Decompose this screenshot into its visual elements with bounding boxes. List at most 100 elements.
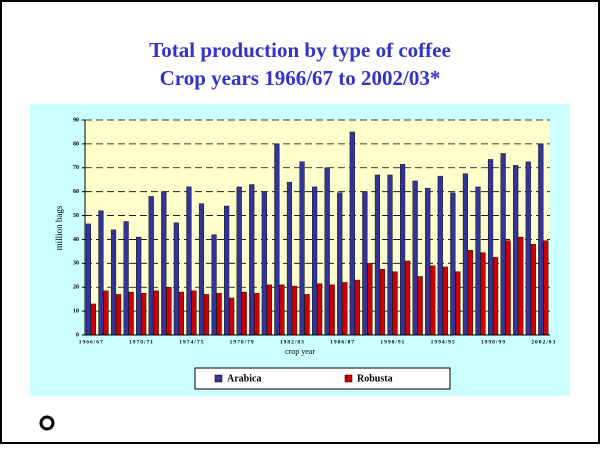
bar — [291, 285, 298, 336]
y-tick-label: 70 — [73, 165, 79, 171]
x-tick-label: 1986/87 — [330, 339, 355, 345]
x-tick-label: 1982/83 — [280, 339, 305, 345]
bar — [186, 186, 192, 336]
bar — [354, 279, 360, 336]
bar — [90, 303, 97, 336]
bar — [254, 292, 260, 336]
bar — [492, 257, 499, 336]
bar — [342, 282, 348, 336]
bar — [500, 153, 506, 336]
bar — [279, 284, 285, 336]
bar — [324, 167, 330, 336]
bar — [487, 159, 494, 336]
bar — [405, 260, 411, 336]
bar — [399, 163, 406, 336]
bar — [513, 165, 519, 336]
bar — [312, 186, 318, 336]
bar — [450, 192, 456, 336]
legend-label: Arabica — [227, 373, 261, 384]
bar — [442, 266, 448, 336]
bar — [362, 191, 368, 336]
y-axis-label: million bags — [54, 205, 64, 250]
bar — [161, 191, 167, 336]
bar — [166, 287, 172, 336]
bar — [178, 291, 184, 336]
bar — [329, 284, 335, 336]
bar — [412, 180, 418, 336]
bar — [367, 263, 373, 336]
bar — [518, 236, 524, 336]
slide-icon — [39, 415, 55, 431]
bar — [525, 161, 531, 336]
bar — [236, 186, 242, 336]
bar — [480, 252, 486, 336]
bar — [136, 236, 142, 336]
bar — [241, 291, 247, 336]
legend-box — [194, 367, 451, 390]
bar — [467, 249, 474, 336]
bar — [543, 240, 549, 336]
bar — [455, 271, 461, 336]
bar — [349, 131, 355, 336]
bar — [211, 234, 217, 336]
bar — [198, 203, 205, 336]
bar — [153, 290, 159, 336]
x-tick-label: 1994/95 — [431, 339, 456, 345]
y-tick-label: 50 — [73, 213, 79, 219]
bar — [98, 210, 104, 336]
bar — [191, 290, 197, 336]
bar — [299, 161, 305, 336]
bar — [173, 222, 179, 336]
bar — [148, 196, 154, 336]
y-tick-label: 60 — [73, 189, 79, 195]
bar — [475, 186, 481, 336]
bar — [274, 143, 280, 336]
x-tick-label: 1974/75 — [179, 339, 204, 345]
bar — [374, 174, 381, 336]
bar — [430, 265, 436, 336]
bar — [505, 240, 511, 336]
bar — [224, 205, 230, 336]
y-tick-label: 0 — [76, 332, 79, 338]
bar — [530, 244, 536, 336]
x-tick-label: 1966/67 — [79, 339, 104, 345]
legend-label: Robusta — [357, 373, 393, 384]
bar — [115, 294, 122, 336]
bar — [110, 229, 117, 336]
bar — [425, 187, 431, 336]
bar — [337, 192, 343, 336]
bar — [462, 173, 469, 336]
bar — [417, 276, 423, 336]
bar — [123, 221, 129, 336]
y-tick-label: 30 — [73, 261, 79, 267]
bar — [103, 290, 109, 336]
y-tick-label: 80 — [73, 141, 79, 147]
bar — [317, 283, 323, 336]
bar — [379, 269, 386, 336]
bar — [261, 191, 267, 336]
bar — [387, 174, 393, 336]
bar — [538, 143, 544, 336]
bar — [392, 271, 398, 336]
bar — [128, 291, 134, 336]
x-tick-label: 1970/71 — [129, 339, 154, 345]
x-tick-label: 2002/03 — [531, 339, 556, 345]
bar — [85, 223, 91, 336]
bar — [203, 294, 210, 336]
y-tick-label: 10 — [73, 308, 79, 314]
bar — [304, 294, 310, 336]
chart-title: Total production by type of coffee — [149, 38, 451, 62]
bar — [249, 184, 255, 336]
y-tick-label: 40 — [73, 237, 79, 243]
x-tick-label: 1990/91 — [380, 339, 405, 345]
y-tick-label: 20 — [73, 285, 79, 291]
bar — [266, 284, 272, 336]
bar — [216, 292, 222, 336]
chart-subtitle: Crop years 1966/67 to 2002/03* — [160, 66, 441, 90]
x-axis-label: crop year — [285, 347, 315, 356]
x-tick-label: 1998/99 — [481, 339, 506, 345]
bar — [286, 181, 293, 336]
bar — [229, 297, 235, 336]
y-tick-label: 90 — [73, 117, 79, 123]
